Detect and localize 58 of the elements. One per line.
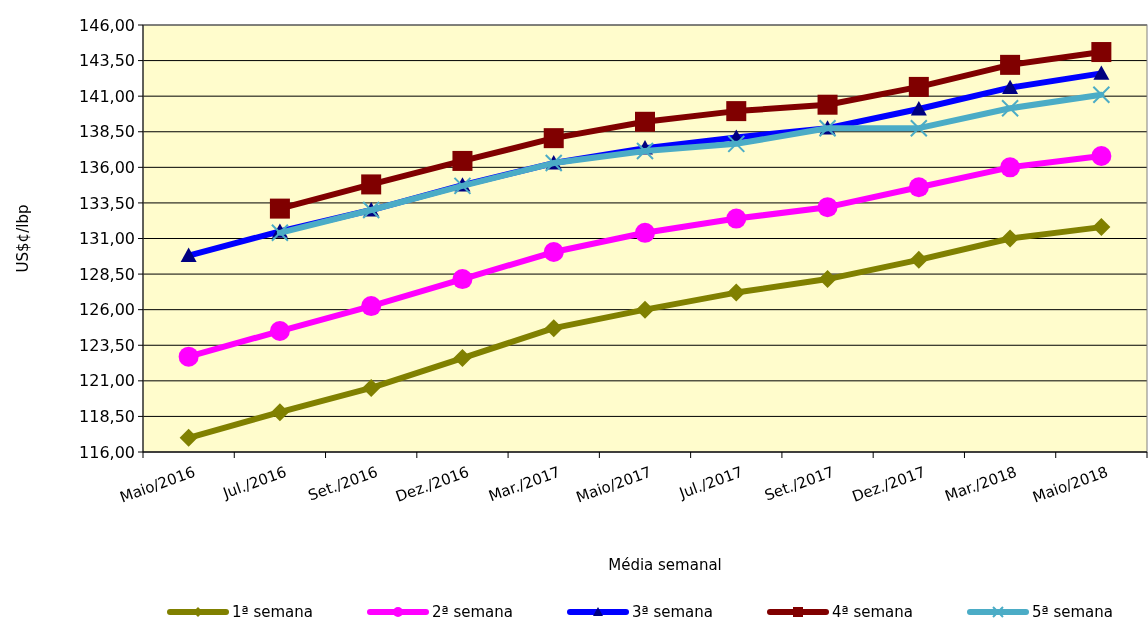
- point: [361, 296, 382, 317]
- y-tick-label: 131,00: [79, 229, 135, 249]
- point: [726, 208, 747, 229]
- point: [1091, 42, 1112, 63]
- point: [635, 111, 655, 132]
- point: [270, 223, 289, 242]
- point: [179, 428, 198, 447]
- point: [452, 150, 473, 171]
- y-axis-title: US$¢/lbp: [14, 204, 32, 273]
- y-tick-label: 141,00: [79, 86, 135, 106]
- point: [543, 128, 564, 149]
- point: [908, 76, 929, 97]
- point: [1092, 85, 1111, 104]
- point: [362, 378, 381, 397]
- point: [1092, 218, 1111, 237]
- point: [908, 177, 929, 198]
- point: [817, 94, 838, 115]
- point: [636, 141, 654, 160]
- legend-label: 4ª semana: [832, 603, 913, 622]
- y-tick-label: 136,00: [79, 157, 135, 177]
- point: [726, 101, 747, 122]
- point: [1001, 99, 1020, 118]
- point: [178, 346, 199, 367]
- point: [727, 134, 746, 153]
- point: [635, 222, 655, 243]
- legend-label: 5ª semana: [1032, 603, 1113, 622]
- y-tick-label: 146,00: [79, 15, 135, 35]
- y-tick-label: 128,50: [79, 264, 135, 284]
- point: [1091, 145, 1112, 166]
- point: [544, 319, 563, 338]
- legend-label: 2ª semana: [432, 603, 513, 622]
- point: [1000, 54, 1021, 75]
- y-tick-label: 126,00: [79, 300, 135, 320]
- y-tick-label: 133,50: [79, 193, 135, 213]
- legend-label: 3ª semana: [632, 603, 713, 622]
- point: [1001, 229, 1020, 248]
- point: [269, 198, 290, 219]
- point: [543, 242, 564, 263]
- point: [452, 269, 473, 290]
- point: [270, 403, 289, 422]
- y-tick-label: 123,50: [79, 335, 135, 355]
- point: [1000, 157, 1021, 178]
- point: [727, 283, 746, 302]
- point: [817, 197, 838, 218]
- x-axis-title: Média semanal: [608, 556, 722, 574]
- y-tick-label: 138,50: [79, 122, 135, 142]
- y-tick-label: 116,00: [79, 442, 135, 462]
- legend-label: 1ª semana: [232, 603, 313, 622]
- point: [909, 119, 928, 138]
- point: [636, 300, 654, 319]
- y-tick-label: 143,50: [79, 51, 135, 71]
- point: [818, 270, 837, 289]
- y-tick-label: 121,00: [79, 371, 135, 391]
- point: [909, 250, 928, 269]
- point: [361, 174, 382, 195]
- point: [269, 321, 290, 342]
- point: [453, 349, 472, 368]
- y-tick-label: 118,50: [79, 407, 135, 427]
